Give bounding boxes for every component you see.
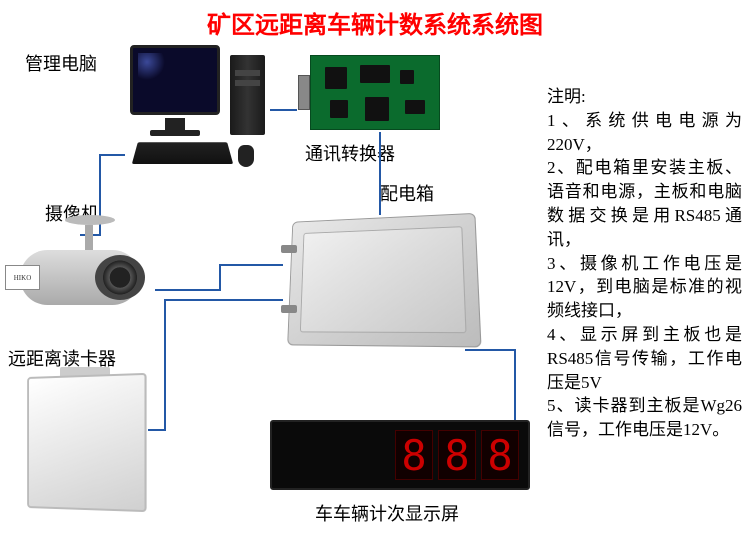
display-label: 车车辆计次显示屏 (315, 500, 459, 526)
camera-badge-icon: HIKO (5, 265, 40, 290)
notes-line-2: 2、配电箱里安装主板、语音和电源，主板和电脑数据交换是用RS485通讯， (547, 156, 742, 251)
distbox-to-display (465, 350, 515, 430)
distbox-label: 配电箱 (380, 180, 434, 206)
notes-line-1: 1、系统供电电源为220V， (547, 109, 742, 157)
display-digit: 8 (395, 430, 433, 480)
chip-icon (405, 100, 425, 114)
pc-tower-icon (230, 55, 265, 135)
converter-device (310, 55, 440, 130)
notes-block: 注明: 1、系统供电电源为220V， 2、配电箱里安装主板、语音和电源，主板和电… (547, 85, 742, 442)
chip-icon (400, 70, 414, 84)
monitor-base-icon (150, 130, 200, 136)
distbox-body-icon (287, 213, 481, 348)
keyboard-icon (132, 142, 233, 164)
hinge-icon (281, 305, 297, 313)
monitor-icon (130, 45, 220, 115)
display-digit: 8 (481, 430, 519, 480)
chip-icon (365, 97, 389, 121)
notes-header: 注明: (547, 85, 742, 109)
mouse-icon (238, 145, 254, 167)
computer-label: 管理电脑 (25, 50, 97, 76)
camera-device: HIKO (10, 215, 150, 325)
camera-pole-icon (85, 225, 93, 250)
hinge-icon (281, 245, 297, 253)
converter-label: 通讯转换器 (305, 140, 395, 166)
reader-device (25, 375, 145, 510)
chip-icon (360, 65, 390, 83)
notes-line-4: 4、显示屏到主板也是RS485信号传输，工作电压是5V (547, 323, 742, 394)
display-device: 8 8 8 (270, 420, 530, 490)
distbox-to-reader (148, 300, 283, 430)
chip-icon (330, 100, 348, 118)
distbox-to-camera (155, 265, 283, 290)
distbox-device (285, 215, 475, 345)
computer-device (120, 45, 270, 175)
pcb-connector-icon (298, 75, 310, 110)
display-digit: 8 (438, 430, 476, 480)
camera-mount-icon (65, 215, 115, 225)
monitor-stand-icon (165, 118, 185, 130)
reader-panel-icon (27, 373, 146, 512)
diagram-title: 矿区远距离车辆计数系统系统图 (207, 5, 543, 40)
notes-line-3: 3、摄像机工作电压是12V，到电脑是标准的视频线接口， (547, 252, 742, 323)
chip-icon (325, 67, 347, 89)
notes-line-5: 5、读卡器到主板是Wg26信号，工作电压是12V。 (547, 394, 742, 442)
camera-lens-icon (95, 255, 145, 300)
